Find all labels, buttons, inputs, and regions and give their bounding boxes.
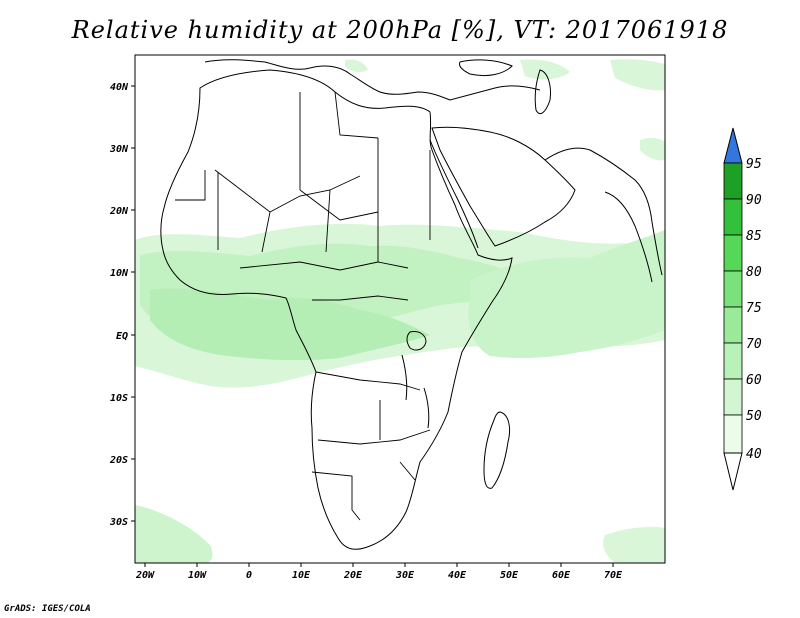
colorbar-swatch-85 [723, 198, 743, 236]
lat-tick-label: 20S [109, 455, 128, 466]
humidity-area-south-atlantic [135, 505, 213, 563]
black-sea-coast [459, 59, 513, 77]
asia-coastline [544, 147, 663, 276]
lon-tick-label: 20E [343, 570, 363, 581]
colorbar-top-arrow [723, 127, 743, 164]
arabia-coastline [431, 126, 576, 247]
lon-tick-label: 10E [292, 570, 311, 581]
europe-coastline [204, 59, 541, 101]
lat-tick-label: 30S [109, 517, 128, 528]
colorbar-bottom-arrow [723, 452, 743, 491]
humidity-area-north-2 [610, 59, 665, 91]
lon-tick-label: 30E [395, 570, 415, 581]
lon-tick-label: 0 [246, 570, 252, 581]
lat-tick-label: 10S [110, 393, 128, 404]
lon-tick-label: 40E [448, 570, 467, 581]
colorbar-swatch-90 [723, 162, 743, 200]
colorbar-swatch-80 [723, 234, 743, 272]
map-title: Relative humidity at 200hPa [%], VT: 201… [71, 16, 729, 44]
lon-tick-label: 50E [500, 570, 519, 581]
lat-tick-label: 40N [110, 82, 129, 93]
colorbar-label: 85 [746, 229, 762, 244]
lat-tick-label: 10N [110, 268, 129, 279]
lat-tick-label: 30N [109, 144, 129, 155]
colorbar-label: 75 [746, 301, 762, 316]
colorbar-label: 95 [746, 157, 762, 172]
plot-frame [134, 54, 666, 564]
humidity-area-north-4 [345, 59, 368, 73]
colorbar-label: 40 [746, 447, 762, 462]
longitude-ticks: 20W 10W 0 10E 20E 30E 40E 50E 60E 70E [135, 563, 623, 581]
africa-coastline [160, 69, 513, 550]
lat-tick-label: EQ [116, 331, 128, 342]
colorbar: 95 90 85 80 75 70 60 50 40 [723, 127, 762, 491]
latitude-ticks: 40N 30N 20N 10N EQ 10S 20S 30S [109, 82, 135, 528]
humidity-shading [135, 59, 665, 563]
border-lines [175, 91, 431, 521]
lake-victoria [406, 331, 427, 351]
humidity-area-equatorial [150, 288, 430, 361]
colorbar-label: 90 [746, 193, 762, 208]
lon-tick-label: 10W [188, 570, 207, 581]
lon-tick-label: 60E [552, 570, 571, 581]
colorbar-swatch-40 [723, 414, 743, 454]
india-coastline [604, 191, 653, 283]
colorbar-swatch-60 [723, 342, 743, 380]
madagascar-coastline [483, 411, 511, 489]
humidity-area-north-3 [640, 137, 665, 161]
colorbar-label: 50 [746, 409, 762, 424]
lake-tanganyika [401, 354, 408, 401]
colorbar-swatch-75 [723, 270, 743, 308]
humidity-area-indian-ocean [468, 230, 665, 359]
red-sea-coast [429, 139, 479, 249]
colorbar-swatch-70 [723, 306, 743, 344]
credit-text: GrADS: IGES/COLA [4, 604, 91, 614]
lat-tick-label: 20N [109, 206, 129, 217]
coastlines [160, 59, 663, 550]
colorbar-swatch-50 [723, 378, 743, 416]
lon-tick-label: 20W [135, 570, 155, 581]
colorbar-label: 70 [746, 337, 762, 352]
colorbar-label: 80 [746, 265, 762, 280]
lake-malawi [423, 387, 430, 429]
humidity-area-north-1 [520, 59, 570, 80]
colorbar-label: 60 [746, 373, 762, 388]
lon-tick-label: 70E [604, 570, 623, 581]
caspian-coast [534, 69, 551, 115]
country-borders [175, 91, 431, 521]
humidity-area-south-indian [603, 526, 665, 563]
